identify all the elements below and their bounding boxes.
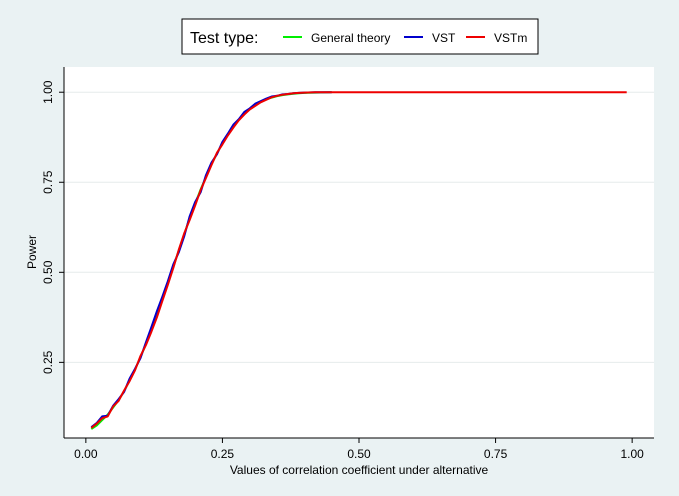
legend-label-general-theory: General theory	[311, 31, 390, 45]
ticks: 0.25 0.50 0.75 1.00 0.00 0.25 0.50 0.75 1.00	[41, 80, 644, 461]
y-tick-label: 0.50	[41, 260, 55, 284]
y-axis-title: Power	[25, 235, 39, 269]
x-tick-label: 0.00	[74, 447, 98, 461]
x-tick-label: 1.00	[620, 447, 644, 461]
y-tick-label: 0.75	[41, 170, 55, 194]
plot-area	[64, 67, 654, 438]
x-tick-label: 0.75	[484, 447, 508, 461]
legend: Test type: General theory VST VSTm	[181, 18, 539, 55]
series-lines	[90, 91, 627, 430]
y-tick-label: 1.00	[41, 80, 55, 104]
legend-label-vst: VST	[432, 31, 456, 45]
series-line-vstm	[90, 91, 627, 429]
y-tick-label: 0.25	[41, 350, 55, 374]
legend-label-vstm: VSTm	[494, 31, 527, 45]
x-tick-label: 0.50	[347, 447, 371, 461]
x-tick-label: 0.25	[211, 447, 235, 461]
x-axis-title: Values of correlation coefficient under …	[230, 463, 489, 477]
legend-title: Test type:	[190, 30, 258, 47]
